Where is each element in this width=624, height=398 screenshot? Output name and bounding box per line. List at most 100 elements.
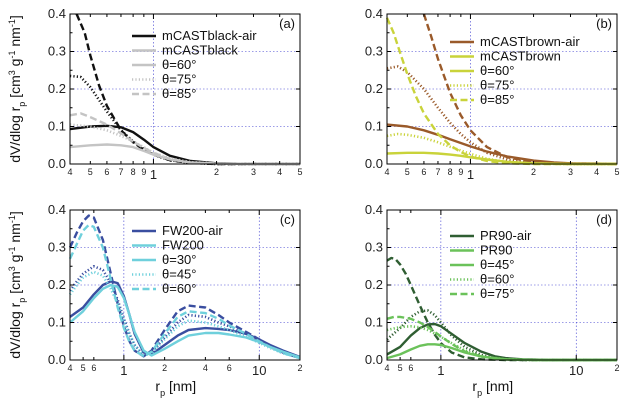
legend-entry: θ=60° [480, 63, 514, 78]
x-tick-label: 9 [458, 167, 463, 177]
series-line-2 [68, 214, 301, 360]
legend-entry: θ=75° [480, 78, 514, 93]
y-tick-label: 0.3 [365, 44, 383, 59]
x-tick-label: 2 [531, 167, 536, 177]
x-tick-label: 4 [203, 363, 208, 373]
y-tick-label: 0.0 [365, 156, 383, 171]
x-tick-label: 5 [81, 363, 86, 373]
x-tick-label: 4 [67, 167, 72, 177]
legend-entry: FW200 [162, 238, 204, 253]
x-tick-label: 4 [277, 167, 282, 177]
legend-entry: θ=45° [162, 267, 196, 282]
chart-panel-2: 0.00.10.20.30.44 5 6 1 2 4 6 10 2(c)FW200-airFW2… [7, 202, 303, 398]
x-tick-label: 6 [408, 363, 413, 373]
series-line-5 [69, 112, 300, 166]
x-tick-label: 6 [91, 363, 96, 373]
legend-entry: PR90 [480, 243, 513, 258]
chart-panel-1: 0.0 0.1 0.2 0.3 0.4 4 5 6 7 8 9 1 2 3 4 5 (b) mCASTbrown-… [365, 6, 620, 182]
y-tick-label: 0.1 [365, 119, 383, 134]
legend-entry: mCASTbrown-air [480, 34, 580, 49]
x-tick-label: 4 [384, 363, 389, 373]
legend-entry: PR90-air [480, 228, 532, 243]
y-tick-label: 0.4 [48, 202, 66, 217]
x-tick-label: 5 [614, 167, 619, 177]
y-axis-label: dV/dlog rp [cm3 g-1 nm-1] [7, 211, 27, 358]
x-tick-label: 1 [467, 167, 474, 182]
x-tick-label: 5 [405, 167, 410, 177]
x-tick-label: 1 [437, 363, 444, 378]
x-tick-label: 2 [614, 363, 619, 373]
y-tick-label: 0.1 [365, 315, 383, 330]
series-line-1 [68, 265, 301, 360]
panel-label: (a) [279, 16, 295, 31]
y-tick-label: 0.4 [48, 6, 66, 21]
x-tick-label: 10 [252, 363, 266, 378]
x-tick-label: 2 [162, 363, 167, 373]
legend-entry: mCASTblack-air [162, 28, 257, 43]
y-tick-label: 0.3 [48, 44, 66, 59]
y-tick-label: 0.4 [365, 202, 383, 217]
legend-entry: θ=45° [480, 257, 514, 272]
y-tick-label: 0.3 [48, 240, 66, 255]
series-line-0 [386, 322, 617, 362]
series-line-0 [386, 123, 618, 166]
legend-entry: θ=85° [480, 92, 514, 107]
y-tick-label: 0.4 [365, 6, 383, 21]
series-line-5 [68, 223, 301, 360]
y-tick-label: 0.3 [365, 240, 383, 255]
chart-panel-3: 0.0 0.1 0.2 0.3 0.4 4 5 6 1 10 2 (d) PR90-airPR90θ=4… [365, 202, 620, 398]
legend-entry: θ=75° [480, 286, 514, 301]
x-axis-label: rp [nm] [155, 378, 196, 398]
y-tick-label: 0.1 [48, 315, 66, 330]
x-axis-label: rp [nm] [472, 378, 513, 398]
x-tick-label: 7 [435, 167, 440, 177]
legend-entry: FW200-air [162, 223, 223, 238]
y-tick-label: 0.2 [365, 81, 383, 96]
y-tick-label: 0.0 [48, 156, 66, 171]
y-tick-label: 0.2 [365, 277, 383, 292]
series-line-1 [69, 74, 300, 166]
legend-entry: mCASTbrown [480, 49, 561, 64]
y-tick-label: 0.0 [48, 352, 66, 367]
x-tick-label: 4 [594, 167, 599, 177]
x-tick-label: 5 [297, 167, 302, 177]
series-line-5 [386, 315, 617, 362]
series-line-4 [386, 325, 617, 362]
x-tick-label: 5 [88, 167, 93, 177]
legend-entry: θ=60° [162, 57, 196, 72]
y-axis-label: dV/dlog rp [cm3 g-1 nm-1] [7, 15, 27, 162]
chart-panel-0: 0.0 0.1 0.2 0.3 0.4 4 5 6 7 8 9 1 2 3 4 5 (a) mCASTblack-… [7, 6, 303, 182]
x-tick-label: 7 [118, 167, 123, 177]
legend-entry: θ=60° [162, 281, 196, 296]
panel-label: (d) [596, 212, 612, 227]
y-tick-label: 0.0 [365, 352, 383, 367]
series-line-4 [386, 132, 617, 166]
series-line-1 [386, 309, 617, 362]
x-tick-label: 3 [568, 167, 573, 177]
x-tick-label: 9 [141, 167, 146, 177]
x-tick-label: 4 [67, 363, 72, 373]
x-tick-label: 5 [398, 363, 403, 373]
legend-entry: θ=75° [162, 72, 196, 87]
x-tick-label: 3 [251, 167, 256, 177]
x-tick-label: 2 [297, 363, 302, 373]
x-tick-label: 1 [120, 363, 127, 378]
x-tick-label: 6 [104, 167, 109, 177]
legend-entry: θ=60° [480, 272, 514, 287]
legend-entry: θ=30° [162, 252, 196, 267]
panel-label: (b) [596, 16, 612, 31]
x-tick-label: 8 [448, 167, 453, 177]
x-tick-label: 2 [214, 167, 219, 177]
x-tick-label: 8 [131, 167, 136, 177]
y-tick-label: 0.1 [48, 119, 66, 134]
legend-entry: θ=85° [162, 86, 196, 101]
legend-entry: mCASTblack [162, 43, 238, 58]
panel-label: (c) [280, 212, 295, 227]
x-tick-label: 6 [227, 363, 232, 373]
x-tick-label: 6 [421, 167, 426, 177]
x-tick-label: 10 [569, 363, 583, 378]
y-tick-label: 0.2 [48, 81, 66, 96]
x-tick-label: 4 [384, 167, 389, 177]
x-tick-label: 1 [150, 167, 157, 182]
